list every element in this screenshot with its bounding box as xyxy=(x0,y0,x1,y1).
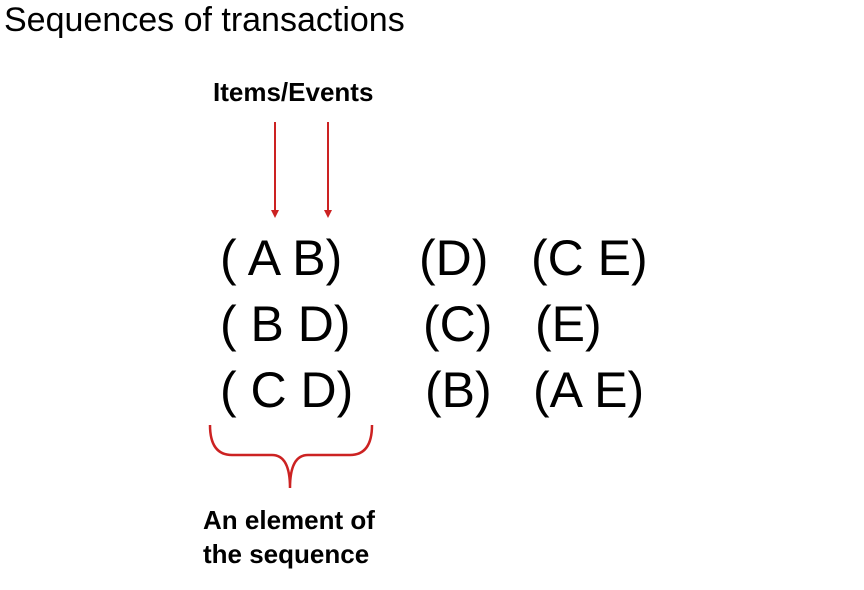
sequence-element: (D) xyxy=(419,230,489,286)
items-events-label: Items/Events xyxy=(213,77,374,107)
sequence-row-1: ( A B) (D) (C E) xyxy=(0,230,648,454)
sequence-element: (C E) xyxy=(531,230,648,286)
sequence-element: ( A B) xyxy=(220,230,343,286)
element-label-line-1: An element of xyxy=(203,505,375,535)
sequence-element: (E) xyxy=(535,296,602,352)
element-of-sequence-label: An element of the sequence xyxy=(203,503,375,571)
sequence-element: ( B D) xyxy=(220,296,351,352)
sequence-element: (C) xyxy=(423,296,493,352)
element-label-line-2: the sequence xyxy=(203,539,370,569)
curly-brace-icon xyxy=(208,424,374,489)
page-title: Sequences of transactions xyxy=(4,1,405,39)
sequence-element: (B) xyxy=(425,362,492,418)
sequence-element: (A E) xyxy=(533,362,645,418)
sequence-element: ( C D) xyxy=(220,362,354,418)
sequence-row-3: ( C D) (B) (A E) xyxy=(0,362,644,586)
sequence-row-2: ( B D) (C) (E) xyxy=(0,296,602,520)
